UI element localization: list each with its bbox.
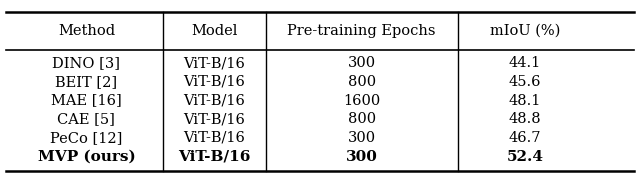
Text: 48.1: 48.1 <box>509 94 541 108</box>
Text: Method: Method <box>58 24 115 38</box>
Text: 300: 300 <box>348 131 376 145</box>
Text: 46.7: 46.7 <box>509 131 541 145</box>
Text: CAE [5]: CAE [5] <box>58 112 115 126</box>
Text: ViT-B/16: ViT-B/16 <box>184 131 245 145</box>
Text: ViT-B/16: ViT-B/16 <box>184 75 245 89</box>
Text: 800: 800 <box>348 75 376 89</box>
Text: PeCo [12]: PeCo [12] <box>50 131 123 145</box>
Text: ViT-B/16: ViT-B/16 <box>178 150 251 164</box>
Text: Model: Model <box>191 24 237 38</box>
Text: ViT-B/16: ViT-B/16 <box>184 56 245 70</box>
Text: MVP (ours): MVP (ours) <box>38 150 135 164</box>
Text: BEIT [2]: BEIT [2] <box>55 75 118 89</box>
Text: DINO [3]: DINO [3] <box>52 56 120 70</box>
Text: ViT-B/16: ViT-B/16 <box>184 94 245 108</box>
Text: Pre-training Epochs: Pre-training Epochs <box>287 24 436 38</box>
Text: 300: 300 <box>348 56 376 70</box>
Text: 1600: 1600 <box>343 94 380 108</box>
Text: 45.6: 45.6 <box>509 75 541 89</box>
Text: 52.4: 52.4 <box>506 150 543 164</box>
Text: 300: 300 <box>346 150 378 164</box>
Text: ViT-B/16: ViT-B/16 <box>184 112 245 126</box>
Text: MAE [16]: MAE [16] <box>51 94 122 108</box>
Text: 44.1: 44.1 <box>509 56 541 70</box>
Text: mIoU (%): mIoU (%) <box>490 24 560 38</box>
Text: 48.8: 48.8 <box>509 112 541 126</box>
Text: 800: 800 <box>348 112 376 126</box>
